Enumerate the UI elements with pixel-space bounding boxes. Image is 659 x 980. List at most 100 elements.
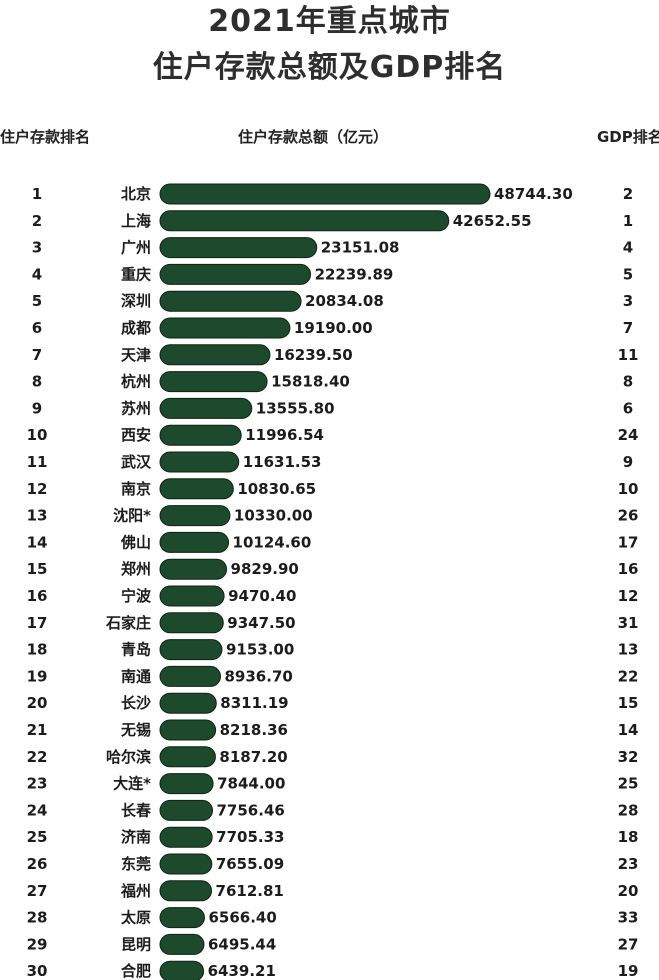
bar-row-17: 17 石家庄 9347.50 31 bbox=[27, 612, 638, 634]
gdp-rank-label: 26 bbox=[618, 507, 639, 525]
deposit-rank-label: 26 bbox=[27, 855, 48, 873]
bar-row-1: 1 北京 48744.30 2 bbox=[32, 183, 633, 205]
deposit-value-label: 11631.53 bbox=[243, 453, 322, 471]
city-label: 广州 bbox=[121, 239, 151, 257]
deposit-value-label: 9153.00 bbox=[226, 641, 294, 659]
bar-row-20: 20 长沙 8311.19 15 bbox=[27, 692, 639, 714]
city-label: 武汉 bbox=[121, 453, 152, 471]
city-label: 宁波 bbox=[121, 587, 152, 605]
deposit-bar bbox=[159, 371, 268, 393]
deposit-bar bbox=[159, 424, 242, 446]
chart-subtitle: 住户存款总额及GDP排名 bbox=[152, 50, 507, 85]
deposit-value-label: 7756.46 bbox=[217, 801, 285, 819]
city-label: 昆明 bbox=[121, 935, 151, 953]
deposit-value-label: 7655.09 bbox=[216, 855, 284, 873]
city-label: 青岛 bbox=[121, 641, 151, 659]
deposit-value-label: 20834.08 bbox=[305, 292, 384, 310]
deposit-rank-label: 2 bbox=[32, 212, 42, 230]
city-label: 太原 bbox=[121, 909, 151, 927]
deposit-value-label: 48744.30 bbox=[494, 185, 573, 203]
deposit-bar bbox=[159, 639, 223, 661]
deposit-bar bbox=[159, 263, 312, 285]
deposit-rank-label: 12 bbox=[27, 480, 48, 498]
deposit-rank-label: 23 bbox=[27, 775, 48, 793]
city-label: 重庆 bbox=[121, 265, 151, 283]
city-label: 北京 bbox=[121, 185, 151, 203]
bar-row-13: 13 沈阳* 10330.00 26 bbox=[27, 505, 639, 527]
deposit-value-label: 7844.00 bbox=[217, 775, 285, 793]
gdp-rank-label: 10 bbox=[618, 480, 639, 498]
deposit-rank-label: 3 bbox=[32, 239, 42, 257]
city-label: 济南 bbox=[121, 828, 151, 846]
bar-row-4: 4 重庆 22239.89 5 bbox=[32, 263, 633, 285]
deposit-value-label: 6495.44 bbox=[208, 935, 276, 953]
gdp-rank-label: 11 bbox=[618, 346, 639, 364]
header-deposit-total: 住户存款总额（亿元） bbox=[238, 128, 389, 146]
gdp-rank-label: 16 bbox=[618, 560, 639, 578]
bar-row-21: 21 无锡 8218.36 14 bbox=[27, 719, 638, 741]
city-label: 南京 bbox=[121, 480, 151, 498]
deposit-value-label: 7705.33 bbox=[216, 828, 284, 846]
deposit-rank-label: 7 bbox=[32, 346, 42, 364]
deposit-bar bbox=[159, 746, 216, 768]
bar-row-14: 14 佛山 10124.60 17 bbox=[27, 531, 639, 553]
gdp-rank-label: 7 bbox=[623, 319, 633, 337]
deposit-bar bbox=[159, 451, 240, 473]
gdp-rank-label: 33 bbox=[618, 909, 639, 927]
bar-row-19: 19 南通 8936.70 22 bbox=[27, 665, 638, 687]
deposit-bar bbox=[159, 478, 234, 500]
deposit-bar bbox=[159, 880, 213, 902]
bar-row-25: 25 济南 7705.33 18 bbox=[27, 826, 639, 848]
deposit-value-label: 6439.21 bbox=[208, 962, 276, 980]
deposit-bar bbox=[159, 933, 205, 955]
gdp-rank-label: 2 bbox=[623, 185, 633, 203]
gdp-rank-label: 23 bbox=[618, 855, 639, 873]
city-label: 南通 bbox=[121, 667, 151, 685]
deposit-rank-label: 15 bbox=[27, 560, 48, 578]
bar-row-28: 28 太原 6566.40 33 bbox=[27, 907, 639, 929]
deposit-value-label: 13555.80 bbox=[256, 399, 335, 417]
bar-row-24: 24 长春 7756.46 28 bbox=[27, 799, 638, 821]
bar-row-2: 2 上海 42652.55 1 bbox=[32, 210, 633, 232]
deposit-bar bbox=[159, 531, 230, 553]
city-label: 天津 bbox=[121, 346, 151, 364]
deposit-value-label: 10330.00 bbox=[234, 507, 313, 525]
gdp-rank-label: 5 bbox=[623, 265, 633, 283]
deposit-bar bbox=[159, 773, 214, 795]
gdp-rank-label: 8 bbox=[623, 373, 633, 391]
deposit-bar bbox=[159, 585, 225, 607]
city-label: 佛山 bbox=[120, 533, 151, 551]
city-label: 东莞 bbox=[121, 855, 151, 873]
city-label: 上海 bbox=[121, 212, 151, 230]
deposit-rank-label: 22 bbox=[27, 748, 48, 766]
gdp-rank-label: 6 bbox=[623, 399, 633, 417]
header-deposit-rank: 住户存款排名 bbox=[0, 128, 91, 146]
header-gdp-rank: GDP排名 bbox=[597, 128, 659, 146]
gdp-rank-label: 17 bbox=[618, 533, 639, 551]
deposit-rank-label: 18 bbox=[27, 641, 48, 659]
gdp-rank-label: 24 bbox=[618, 426, 639, 444]
deposit-bar bbox=[159, 692, 217, 714]
deposit-rank-label: 27 bbox=[27, 882, 48, 900]
city-label: 长沙 bbox=[121, 694, 151, 712]
bar-row-9: 9 苏州 13555.80 6 bbox=[32, 397, 633, 419]
deposit-rank-label: 4 bbox=[32, 265, 42, 283]
city-label: 福州 bbox=[120, 882, 151, 900]
deposit-bar bbox=[159, 344, 271, 366]
deposit-value-label: 10124.60 bbox=[233, 533, 312, 551]
deposit-rank-label: 24 bbox=[27, 801, 48, 819]
deposit-value-label: 9829.90 bbox=[231, 560, 299, 578]
deposit-value-label: 8311.19 bbox=[220, 694, 288, 712]
deposit-rank-label: 19 bbox=[27, 667, 48, 685]
gdp-rank-label: 19 bbox=[618, 962, 639, 980]
gdp-rank-label: 18 bbox=[618, 828, 639, 846]
chart-title: 2021年重点城市 bbox=[208, 4, 451, 39]
deposit-value-label: 9347.50 bbox=[227, 614, 295, 632]
deposit-value-label: 16239.50 bbox=[274, 346, 353, 364]
deposit-rank-label: 17 bbox=[27, 614, 48, 632]
bar-row-30: 30 合肥 6439.21 19 bbox=[27, 960, 639, 980]
gdp-rank-label: 15 bbox=[618, 694, 639, 712]
deposit-bar bbox=[159, 799, 214, 821]
city-label: 苏州 bbox=[121, 399, 151, 417]
deposit-value-label: 9470.40 bbox=[228, 587, 296, 605]
